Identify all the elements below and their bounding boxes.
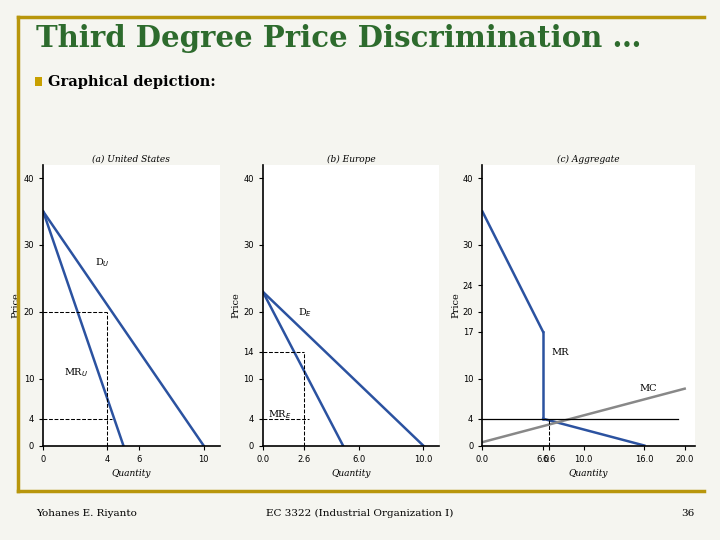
X-axis label: Quantity: Quantity	[569, 469, 608, 478]
Text: Graphical depiction:: Graphical depiction:	[48, 75, 216, 89]
Text: EC 3322 (Industrial Organization I): EC 3322 (Industrial Organization I)	[266, 509, 454, 517]
Text: 36: 36	[682, 509, 695, 517]
Text: D$_U$: D$_U$	[94, 256, 109, 269]
Text: MR$_E$: MR$_E$	[268, 408, 292, 421]
Title: (c) Aggregate: (c) Aggregate	[557, 155, 620, 164]
Y-axis label: Price: Price	[451, 292, 460, 318]
X-axis label: Quantity: Quantity	[112, 469, 151, 478]
Text: MR: MR	[552, 348, 569, 357]
Text: Yohanes E. Riyanto: Yohanes E. Riyanto	[36, 509, 137, 517]
Text: Third Degree Price Discrimination …: Third Degree Price Discrimination …	[36, 24, 642, 53]
Title: (a) United States: (a) United States	[92, 155, 171, 164]
Title: (b) Europe: (b) Europe	[327, 155, 375, 164]
Y-axis label: Price: Price	[12, 292, 21, 318]
Text: MC: MC	[639, 384, 657, 393]
Y-axis label: Price: Price	[231, 292, 240, 318]
X-axis label: Quantity: Quantity	[331, 469, 371, 478]
Text: D$_E$: D$_E$	[298, 306, 312, 319]
Text: MR$_U$: MR$_U$	[64, 366, 89, 379]
